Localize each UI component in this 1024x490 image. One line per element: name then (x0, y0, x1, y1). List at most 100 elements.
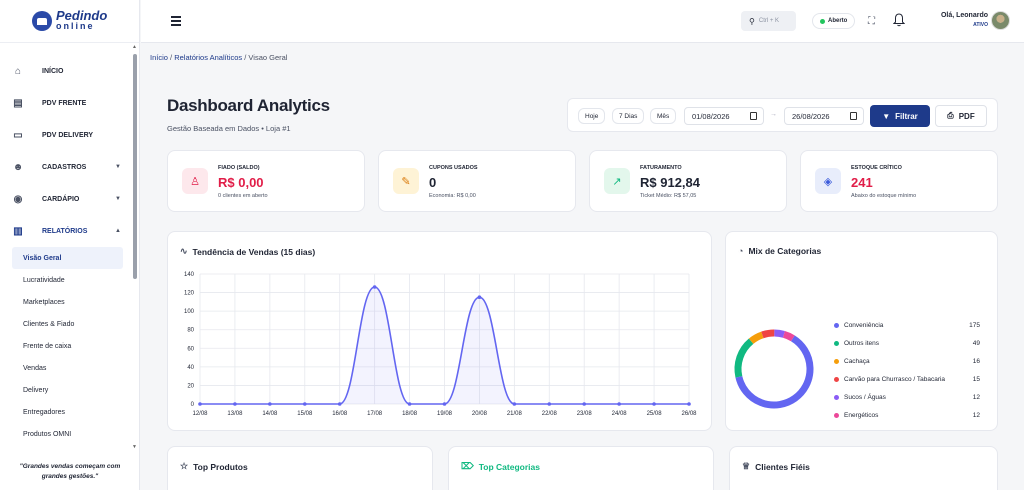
x-tick-label: 19/08 (437, 411, 453, 417)
legend-dot (834, 376, 839, 382)
top-products-title: Top Produtos (193, 461, 248, 472)
user-info[interactable]: Olá, Leonardo ATIVO (941, 12, 988, 28)
legend-label: Energéticos (844, 411, 879, 419)
x-tick-label: 20/08 (472, 411, 488, 417)
data-point[interactable] (512, 402, 517, 406)
data-point[interactable] (652, 402, 656, 406)
y-tick-label: 40 (187, 365, 194, 371)
sidebar-subitem-entregadores[interactable]: Entregadores (23, 408, 66, 416)
date-to-value: 26/08/2026 (792, 111, 830, 121)
y-tick-label: 100 (184, 309, 195, 315)
breadcrumb-separator: / (170, 53, 175, 62)
data-point[interactable] (442, 402, 447, 406)
sidebar-item-pdv-frente[interactable]: ▤ PDV FRENTE (0, 87, 139, 119)
x-tick-label: 26/08 (681, 411, 697, 417)
filter-7days-button[interactable]: 7 Dias (612, 108, 645, 124)
calendar-icon[interactable] (850, 112, 857, 120)
legend-item: Outros itens 49 (834, 334, 980, 352)
date-from-input[interactable]: 01/08/2026 (684, 107, 764, 125)
store-status-badge[interactable]: Aberto (812, 13, 856, 29)
data-point[interactable] (477, 295, 482, 300)
data-point[interactable] (302, 402, 307, 406)
legend-label: Cachaça (844, 357, 870, 365)
sidebar-item-pdv-delivery[interactable]: ▭ PDV DELIVERY (0, 119, 139, 151)
fullscreen-icon[interactable]: ⛶ (868, 16, 875, 27)
chevron-down-icon: ▼ (115, 196, 121, 202)
bell-icon[interactable] (893, 13, 905, 27)
sidebar-scrollbar[interactable]: ▲ ▼ (132, 44, 138, 450)
pdf-button[interactable]: ⎙ PDF (935, 105, 987, 127)
filter-month-button[interactable]: Mês (650, 108, 677, 124)
printer-icon: ⎙ (947, 111, 954, 120)
sidebar-subitem-lucratividade[interactable]: Lucratividade (23, 276, 65, 284)
user-debt-icon: ♙ (182, 168, 208, 194)
calendar-icon[interactable] (750, 112, 757, 120)
sidebar-subitem-visao-geral[interactable]: Visão Geral (12, 247, 123, 269)
sidebar-item-cadastros[interactable]: ☻ CADASTROS ▼ (0, 151, 139, 183)
scroll-up-icon[interactable]: ▲ (132, 44, 137, 50)
legend-label: Sucos / Águas (844, 393, 886, 401)
x-tick-label: 13/08 (227, 411, 243, 417)
x-tick-label: 25/08 (647, 411, 663, 417)
date-to-input[interactable]: 26/08/2026 (784, 107, 864, 125)
donut-slice[interactable] (735, 335, 814, 409)
logo-text-main: Pedindo (56, 8, 108, 23)
breadcrumb: Início / Relatórios Analíticos / Visao G… (150, 53, 287, 62)
report-icon: ▥ (13, 225, 23, 237)
chevron-down-icon: ▼ (115, 164, 121, 170)
sidebar-subitem-vendas[interactable]: Vendas (23, 364, 47, 372)
y-tick-label: 140 (184, 272, 195, 278)
sidebar-subitem-marketplaces[interactable]: Marketplaces (23, 298, 65, 306)
donut-slice[interactable] (748, 331, 764, 344)
data-point[interactable] (233, 402, 237, 406)
data-point[interactable] (687, 402, 691, 406)
loyal-customers-title: Clientes Fiéis (755, 461, 810, 472)
data-point[interactable] (372, 285, 377, 289)
top-categories-card: ⌦ Top Categorias (448, 446, 714, 490)
donut-slice[interactable] (782, 331, 795, 342)
data-point[interactable] (617, 402, 621, 406)
menu-icon[interactable] (171, 16, 181, 28)
breadcrumb-home[interactable]: Início (150, 53, 168, 62)
data-point[interactable] (582, 402, 587, 406)
scroll-down-icon[interactable]: ▼ (132, 444, 137, 450)
sidebar-item-relatorios[interactable]: ▥ RELATÓRIOS ▲ (0, 215, 139, 247)
sidebar-subitem-clientes-fiado[interactable]: Clientes & Fiado (23, 320, 75, 328)
pdf-button-label: PDF (958, 111, 975, 121)
sales-trend-title: Tendência de Vendas (15 dias) (192, 246, 316, 257)
kpi-sub: Economia: R$ 0,00 (429, 193, 476, 199)
category-mix-card: ◔ Mix de Categorias Conveniência 175 Out… (725, 231, 998, 431)
legend-dot (834, 340, 839, 346)
search-button[interactable]: ⚲ Ctrl + K (741, 11, 796, 31)
filter-button-label: Filtrar (895, 111, 918, 121)
kpi-value: 241 (851, 175, 873, 190)
sidebar-item-inicio[interactable]: ⌂ INÍCIO (0, 55, 139, 87)
sidebar-item-cardapio[interactable]: ◉ CARDÁPIO ▼ (0, 183, 139, 215)
donut-slice[interactable] (734, 338, 754, 378)
data-point[interactable] (198, 402, 202, 406)
sidebar-subitem-delivery[interactable]: Delivery (23, 386, 49, 394)
data-point[interactable] (407, 402, 412, 406)
data-point[interactable] (337, 402, 342, 406)
avatar[interactable] (991, 11, 1010, 30)
donut-slice[interactable] (761, 329, 775, 339)
legend-value: 15 (972, 375, 980, 383)
trend-icon: ↗ (604, 168, 630, 194)
breadcrumb-section[interactable]: Relatórios Analíticos (174, 53, 243, 62)
scrollbar-thumb[interactable] (133, 54, 137, 279)
kpi-label: FIADO (SALDO) (218, 165, 260, 171)
donut-slice[interactable] (774, 329, 785, 338)
sidebar-subitem-produtos-omni[interactable]: Produtos OMNI (23, 430, 72, 438)
sidebar-subitem-frente-caixa[interactable]: Frente de caixa (23, 342, 72, 350)
filter-today-button[interactable]: Hoje (578, 108, 606, 124)
logo[interactable]: Pedindo online (0, 0, 139, 43)
sidebar: Pedindo online ⌂ INÍCIO ▤ PDV FRENTE ▭ P… (0, 0, 140, 490)
date-from-value: 01/08/2026 (692, 111, 730, 121)
data-point[interactable] (547, 402, 552, 406)
legend-dot (834, 394, 839, 400)
sidebar-item-label: RELATÓRIOS (42, 227, 88, 235)
filter-button[interactable]: ▼ Filtrar (870, 105, 930, 127)
sidebar-item-label: PDV DELIVERY (42, 131, 94, 139)
data-point[interactable] (268, 402, 272, 406)
kpi-value: R$ 912,84 (640, 175, 700, 190)
